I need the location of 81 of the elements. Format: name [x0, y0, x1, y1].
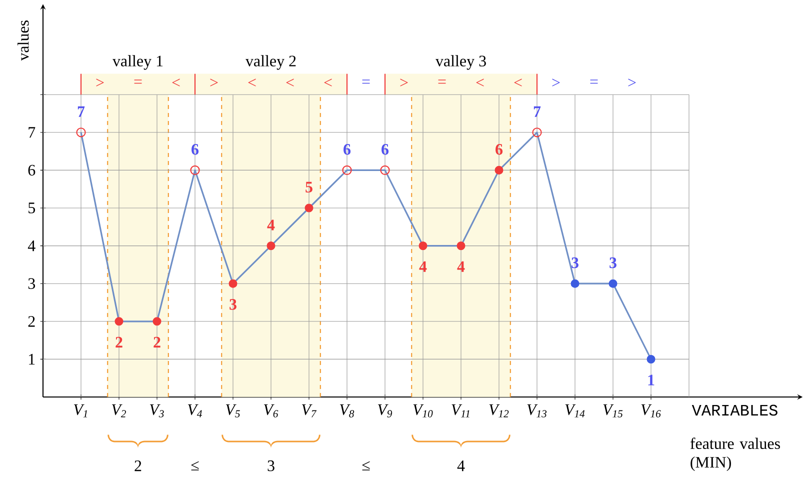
- x-tick-label: V$_{16}$: [641, 404, 661, 418]
- y-tick-label: 1: [29, 354, 35, 364]
- y-tick-label: 2: [28, 316, 35, 327]
- annotation: =: [134, 80, 142, 84]
- data-label: 3: [572, 257, 578, 268]
- point: [76, 128, 86, 138]
- data-label: 7: [534, 106, 541, 117]
- annotation: >: [400, 78, 408, 86]
- x-tick-label: V$_{2}$: [112, 404, 126, 418]
- point: [456, 242, 466, 250]
- data-label: 6: [382, 144, 389, 155]
- x-tick-label: V$_{8}$: [340, 404, 354, 418]
- point: [646, 354, 656, 364]
- point: [190, 165, 200, 175]
- annotation: <: [324, 78, 332, 86]
- point: [380, 165, 390, 175]
- text: feature values (MIN): [690, 438, 780, 471]
- annotation: >: [628, 78, 636, 86]
- text: 2: [134, 460, 142, 472]
- text: ≤: [191, 461, 199, 470]
- x-tick-label: V$_{11}$: [452, 404, 470, 418]
- annotation: =: [362, 80, 370, 84]
- annotation: <: [476, 78, 484, 86]
- annotation: <: [248, 78, 256, 86]
- annotation: <: [172, 78, 180, 86]
- data-label: 2: [116, 336, 122, 348]
- data-label: 3: [230, 299, 236, 310]
- x-tick-label: V$_{12}$: [489, 404, 509, 418]
- x-tick-label: V$_{1}$: [74, 404, 88, 418]
- band-label: valley 3: [435, 55, 486, 70]
- data-label: 4: [457, 261, 465, 272]
- x-tick-label: V$_{6}$: [264, 404, 278, 418]
- y-tick-label: 4: [28, 240, 36, 252]
- point: [494, 166, 504, 174]
- y-tick-label: 6: [28, 164, 36, 176]
- annotation: =: [590, 80, 598, 84]
- band-label: valley 1: [112, 55, 163, 70]
- data-label: 1: [648, 374, 654, 386]
- data-label: 4: [267, 220, 275, 230]
- y-axis-title: values: [18, 20, 29, 61]
- x-tick-label: V$_{4}$: [188, 404, 202, 418]
- point: [570, 279, 580, 288]
- data-label: 6: [192, 144, 199, 155]
- annotation: =: [438, 80, 446, 84]
- x-tick-label: V$_{14}$: [565, 404, 585, 418]
- annotation: >: [96, 78, 104, 86]
- text: ≤: [362, 461, 370, 470]
- data-label: 6: [344, 144, 351, 155]
- point: [342, 165, 352, 175]
- data-label: 2: [154, 336, 160, 348]
- x-tick-label: V$_{13}$: [527, 404, 547, 418]
- annotation: <: [514, 78, 522, 86]
- point: [152, 317, 162, 326]
- y-tick-label: 7: [28, 127, 36, 138]
- text: 3: [268, 460, 274, 472]
- data-label: 3: [610, 257, 616, 268]
- point: [418, 242, 428, 250]
- data-label: 6: [496, 144, 503, 155]
- y-tick-label: 3: [28, 278, 36, 289]
- x-tick-label: V$_{9}$: [378, 404, 392, 418]
- point: [532, 128, 542, 138]
- x-axis-title: VARIABLES: [692, 404, 778, 416]
- data-label: 5: [306, 182, 312, 193]
- point: [304, 204, 314, 212]
- annotation: >: [552, 78, 560, 86]
- annotation: >: [210, 78, 218, 86]
- band-label: valley 2: [245, 55, 296, 70]
- data-label: 4: [419, 261, 427, 272]
- x-tick-label: V$_{7}$: [302, 404, 317, 418]
- point: [266, 242, 276, 250]
- point: [114, 317, 124, 326]
- x-tick-label: V$_{5}$: [226, 404, 240, 418]
- x-tick-label: V$_{15}$: [603, 404, 623, 418]
- x-tick-label: V$_{3}$: [150, 404, 164, 418]
- x-tick-label: V$_{10}$: [413, 404, 433, 418]
- point: [608, 279, 618, 288]
- annotation: <: [286, 78, 294, 86]
- y-tick-label: 5: [28, 202, 36, 214]
- data-label: 7: [78, 106, 85, 117]
- point: [228, 279, 238, 288]
- text: 4: [457, 460, 465, 472]
